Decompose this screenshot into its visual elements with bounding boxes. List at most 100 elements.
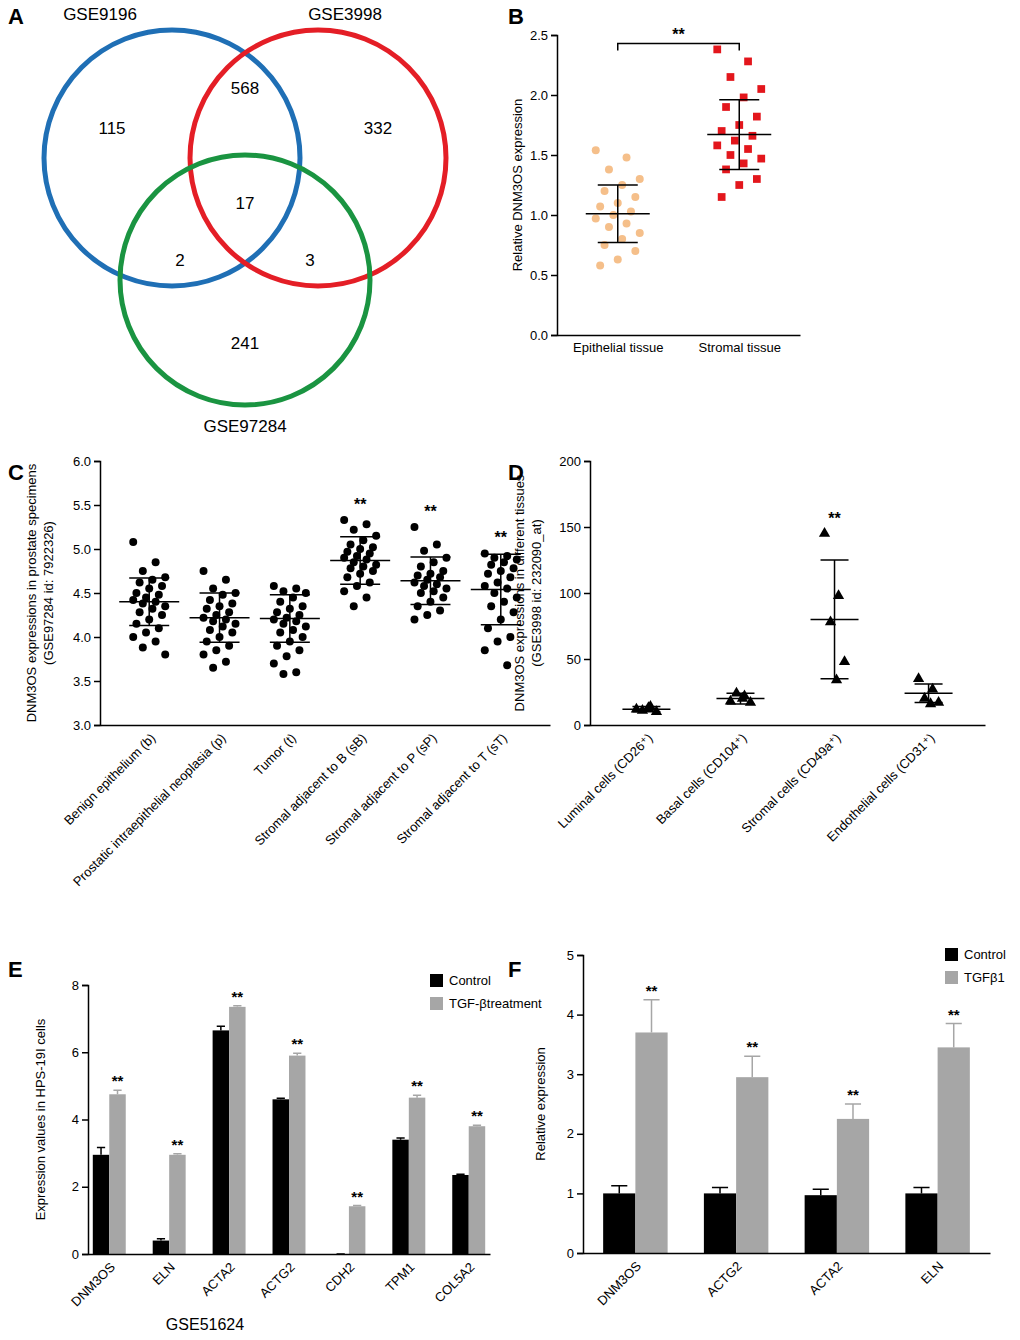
x-tick-label: ELN bbox=[149, 1259, 177, 1287]
y-tick-mark bbox=[577, 1134, 583, 1136]
data-point bbox=[601, 187, 609, 195]
legend-label: TGFβ1 bbox=[964, 970, 1005, 985]
data-point bbox=[340, 587, 348, 595]
y-axis-title: (GSE3998 id: 232090_at) bbox=[529, 519, 544, 666]
data-point bbox=[636, 229, 644, 237]
y-tick: 5 bbox=[567, 948, 583, 963]
x-axis-line bbox=[558, 335, 801, 337]
data-point bbox=[433, 541, 441, 549]
bar bbox=[603, 1193, 635, 1253]
data-point bbox=[295, 646, 303, 654]
panel-label: F bbox=[508, 957, 521, 982]
significance-label: ** bbox=[354, 496, 367, 513]
data-point bbox=[487, 561, 495, 569]
bar bbox=[905, 1193, 937, 1253]
x-tick: Stromal adjacent to T (sT) bbox=[393, 730, 510, 847]
data-point bbox=[439, 593, 447, 601]
venn-circle bbox=[120, 155, 370, 405]
data-point bbox=[283, 652, 291, 660]
x-axis-line bbox=[591, 725, 986, 727]
data-point bbox=[740, 160, 748, 168]
data-point bbox=[592, 146, 600, 154]
y-tick: 4 bbox=[72, 1112, 88, 1127]
data-point bbox=[713, 46, 721, 54]
y-tick-label: 0 bbox=[567, 1246, 574, 1261]
panel-label: C bbox=[8, 460, 24, 485]
data-point bbox=[372, 532, 380, 540]
marks bbox=[622, 527, 952, 715]
y-tick-mark bbox=[584, 725, 590, 727]
x-tick-label: ACTA2 bbox=[198, 1259, 238, 1299]
y-tick-label: 4.5 bbox=[73, 586, 91, 601]
bar bbox=[273, 1099, 289, 1254]
data-point bbox=[129, 538, 137, 546]
data-point bbox=[631, 247, 639, 255]
error-bar bbox=[813, 1189, 829, 1195]
data-point bbox=[209, 585, 217, 593]
dot-panel: Epithelial tissueStromal tissue0.00.51.0… bbox=[510, 26, 801, 355]
y-tick-mark bbox=[82, 1254, 88, 1256]
bar bbox=[805, 1195, 837, 1253]
significance-label: ** bbox=[411, 1077, 423, 1094]
y-axis: 3.03.54.04.55.05.56.0 bbox=[73, 454, 101, 733]
error-bar bbox=[97, 1147, 105, 1154]
y-tick: 0 bbox=[567, 1246, 583, 1261]
data-point bbox=[913, 672, 924, 682]
marks bbox=[603, 1000, 970, 1253]
y-tick-mark bbox=[82, 1052, 88, 1054]
data-point bbox=[129, 633, 137, 641]
x-tick-label: Prostatic intraepithelial neoplasia (p) bbox=[70, 730, 229, 889]
error-bar bbox=[217, 1026, 225, 1030]
data-point bbox=[481, 549, 489, 557]
venn-region-count: 2 bbox=[175, 251, 184, 270]
venn-region-count: 568 bbox=[231, 79, 259, 98]
y-axis-title: DNM3OS expressions in different tissues bbox=[512, 474, 527, 711]
y-tick-label: 3.0 bbox=[73, 718, 91, 733]
y-tick-mark bbox=[551, 215, 557, 217]
x-tick-label: Stromal tissue bbox=[699, 340, 781, 355]
y-tick: 3.5 bbox=[73, 674, 100, 689]
bar bbox=[349, 1206, 365, 1254]
y-tick: 2.5 bbox=[530, 28, 557, 43]
venn-region-count: 17 bbox=[236, 194, 255, 213]
x-tick-label: ACTA2 bbox=[806, 1258, 846, 1298]
x-tick-label: Luminal cells (CD26⁺) bbox=[555, 730, 656, 831]
bar bbox=[837, 1119, 869, 1253]
data-point bbox=[753, 175, 761, 183]
data-point bbox=[436, 607, 444, 615]
y-tick-label: 1.5 bbox=[530, 148, 548, 163]
y-tick: 6.0 bbox=[73, 454, 100, 469]
significance-label: ** bbox=[746, 1038, 758, 1055]
y-tick-mark bbox=[94, 681, 100, 683]
y-tick-label: 50 bbox=[567, 652, 581, 667]
data-point bbox=[273, 608, 281, 616]
data-point bbox=[292, 585, 300, 593]
legend-swatch bbox=[945, 948, 958, 961]
data-point bbox=[158, 611, 166, 619]
y-tick: 0.0 bbox=[530, 328, 557, 343]
y-tick: 4.0 bbox=[73, 630, 100, 645]
data-point bbox=[623, 153, 631, 161]
data-point bbox=[618, 235, 626, 243]
data-point bbox=[731, 137, 739, 145]
significance-label: ** bbox=[424, 503, 437, 520]
sd-bar bbox=[821, 560, 849, 679]
x-axis-line bbox=[101, 725, 551, 727]
x-tick-label: Stromal adjacent to P (sP) bbox=[322, 730, 440, 848]
y-tick-label: 1 bbox=[567, 1186, 574, 1201]
venn-region-count: 332 bbox=[364, 119, 392, 138]
data-point bbox=[139, 600, 147, 608]
data-point bbox=[420, 547, 428, 555]
data-point bbox=[279, 670, 287, 678]
data-point bbox=[350, 602, 358, 610]
x-tick-label: ELN bbox=[918, 1258, 946, 1286]
x-tick: TPM1 bbox=[382, 1259, 417, 1294]
y-tick-label: 5.0 bbox=[73, 542, 91, 557]
data-point bbox=[596, 261, 604, 269]
y-tick: 5.0 bbox=[73, 542, 100, 557]
y-tick-mark bbox=[82, 985, 88, 987]
x-tick: DNM3OS bbox=[68, 1259, 118, 1309]
y-tick: 1.5 bbox=[530, 148, 557, 163]
y-tick-mark bbox=[577, 955, 583, 957]
x-axis-line bbox=[584, 1253, 991, 1255]
